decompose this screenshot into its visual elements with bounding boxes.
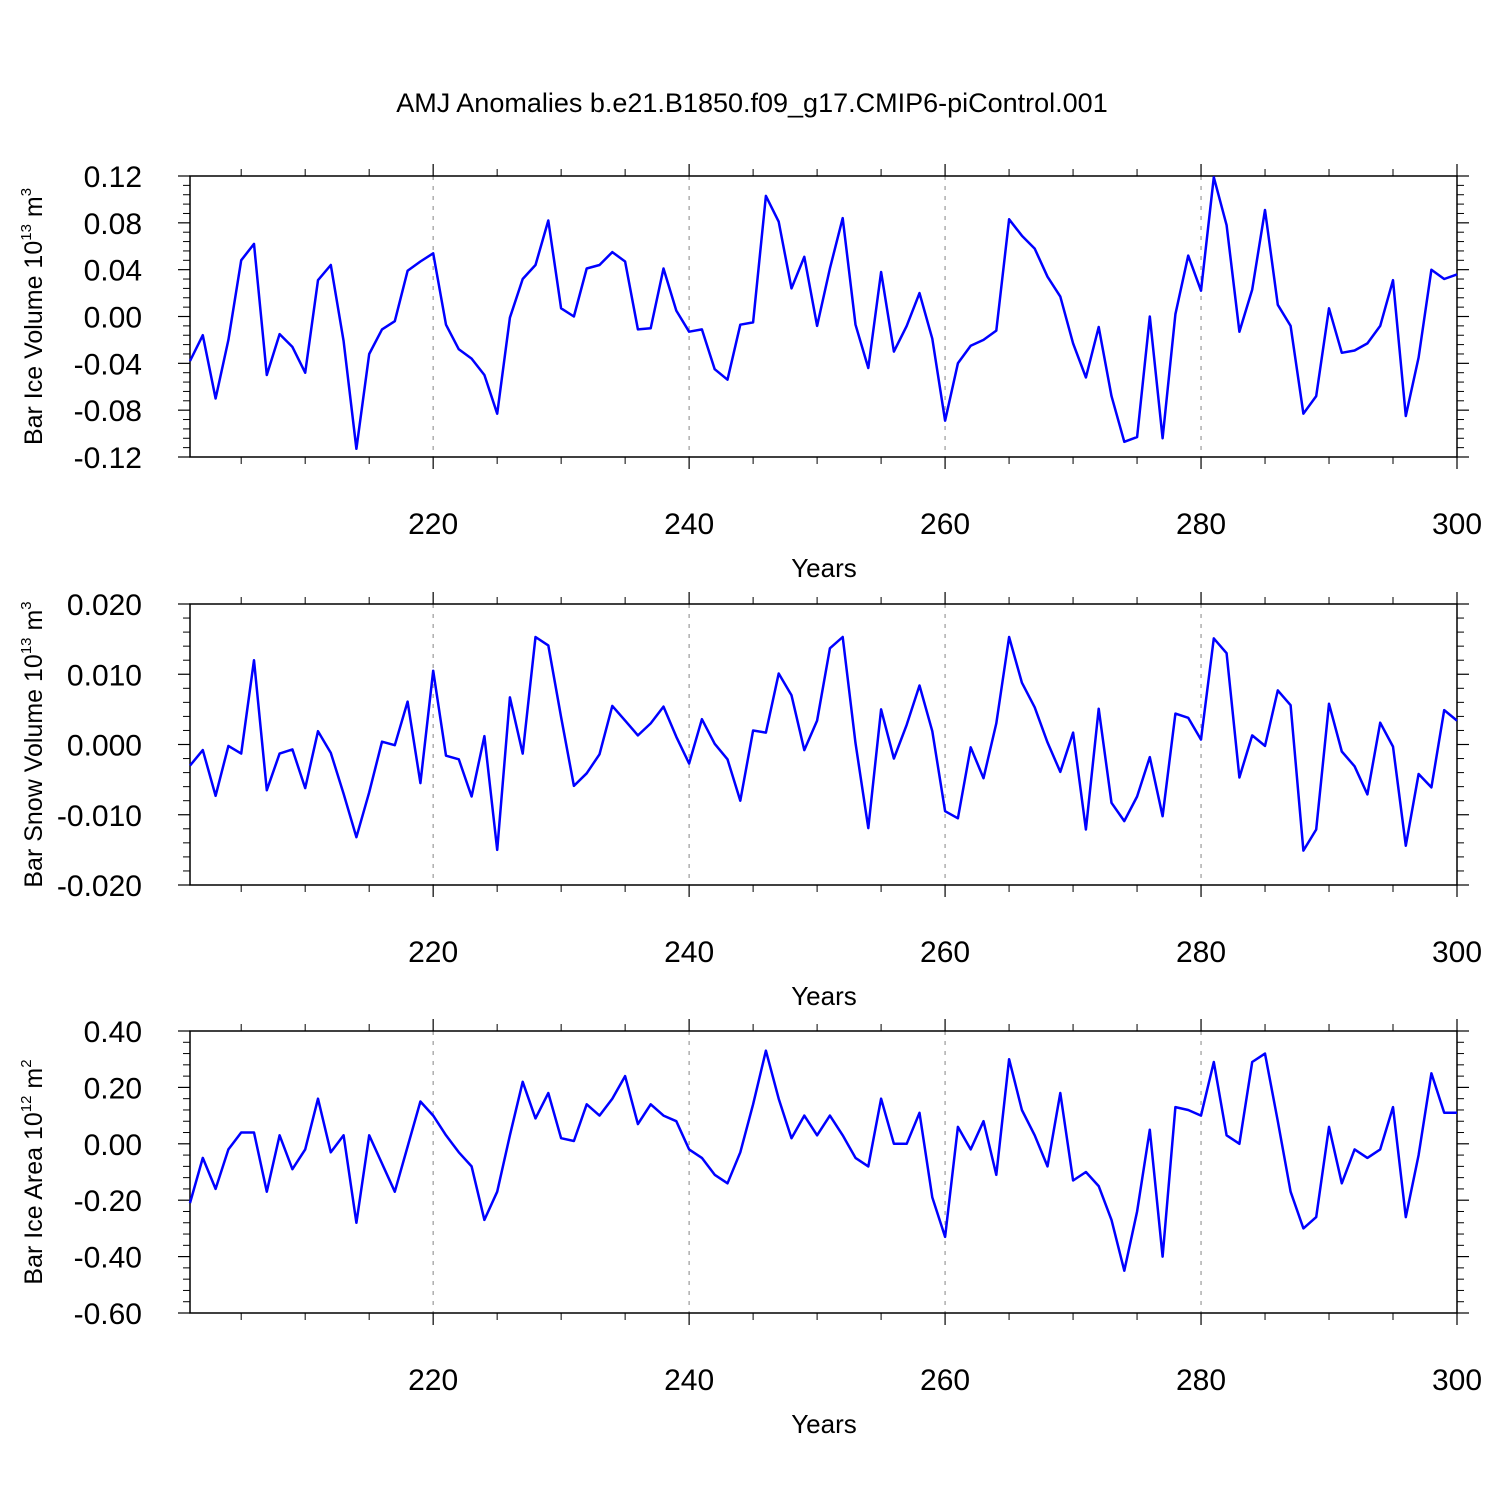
y-axis-label-unit: m <box>20 610 48 638</box>
y-tick-label: -0.60 <box>74 1298 142 1331</box>
y-tick-label: 0.00 <box>84 1129 142 1162</box>
x-tick-label: 300 <box>1432 1364 1482 1397</box>
y-tick-label: 0.08 <box>84 208 142 241</box>
y-axis-label-exponent: 13 <box>18 637 35 654</box>
y-axis-label: Bar Ice Volume 1013 m3 <box>18 188 48 445</box>
y-axis-label: Bar Ice Area 1012 m2 <box>18 1059 48 1284</box>
x-tick-label: 240 <box>664 508 714 541</box>
y-tick-label: 0.020 <box>67 589 142 622</box>
x-tick-label: 260 <box>920 508 970 541</box>
plot-frame <box>189 1030 1458 1314</box>
panel-ice-volume: 220 240 260 280 300 Years -0.12 -0.08 -0.04 0.00 0… <box>18 161 1482 583</box>
y-tick-label: 0.12 <box>84 161 142 194</box>
y-axis-label-unit: m <box>20 196 48 224</box>
y-tick-label: 0.000 <box>67 730 142 763</box>
series-line <box>188 1049 1457 1272</box>
panel-snow-volume: 220 240 260 280 300 Years -0.020 -0.010 0.000 0.0… <box>18 589 1482 1011</box>
y-tick-label: -0.020 <box>57 870 142 903</box>
chart-title: AMJ Anomalies b.e21.B1850.f09_g17.CMIP6-… <box>396 88 1107 118</box>
y-tick-label: 0.010 <box>67 659 142 692</box>
y-axis-label-exponent: 13 <box>18 224 35 241</box>
panel-ice-area: 220 240 260 280 300 Years -0.60 -0.40 -0.20 0.00 0… <box>18 1016 1482 1439</box>
x-tick-label: 260 <box>920 1364 970 1397</box>
y-tick-label: -0.08 <box>74 395 142 428</box>
x-tick-label: 300 <box>1432 508 1482 541</box>
y-tick-label: -0.40 <box>74 1242 142 1275</box>
x-axis-label: Years <box>791 981 857 1011</box>
x-tick-label: 220 <box>408 936 458 969</box>
x-tick-label: 280 <box>1176 508 1226 541</box>
x-tick-label: 260 <box>920 936 970 969</box>
x-tick-label: 280 <box>1176 936 1226 969</box>
y-axis-label-text: Bar Ice Area 10 <box>20 1112 48 1284</box>
y-axis-label-text: Bar Ice Volume 10 <box>20 241 48 445</box>
y-tick-label: -0.010 <box>57 800 142 833</box>
y-axis-label-unit: m <box>20 1068 48 1096</box>
y-axis-label: Bar Snow Volume 1013 m3 <box>18 601 48 887</box>
x-tick-label: 220 <box>408 1364 458 1397</box>
x-axis-label: Years <box>791 553 857 583</box>
x-tick-label: 240 <box>664 1364 714 1397</box>
x-tick-label: 280 <box>1176 1364 1226 1397</box>
series-line <box>189 635 1458 852</box>
series-line <box>188 175 1458 451</box>
y-axis-label-text: Bar Snow Volume 10 <box>20 654 48 887</box>
x-tick-label: 240 <box>664 936 714 969</box>
y-tick-label: -0.04 <box>74 348 142 381</box>
x-tick-label: 300 <box>1432 936 1482 969</box>
x-axis-label: Years <box>791 1409 857 1439</box>
y-tick-label: 0.40 <box>84 1016 142 1049</box>
y-axis-label-unit-exponent: 3 <box>18 188 35 196</box>
x-tick-label: 220 <box>408 508 458 541</box>
y-tick-label: -0.20 <box>74 1185 142 1218</box>
y-tick-label: 0.04 <box>84 255 142 288</box>
y-axis-label-unit-exponent: 3 <box>18 601 35 609</box>
y-axis-label-exponent: 12 <box>18 1096 35 1113</box>
y-tick-label: 0.00 <box>84 302 142 335</box>
y-tick-label: -0.12 <box>74 442 142 475</box>
y-axis-label-unit-exponent: 2 <box>18 1059 35 1067</box>
y-tick-label: 0.20 <box>84 1072 142 1105</box>
